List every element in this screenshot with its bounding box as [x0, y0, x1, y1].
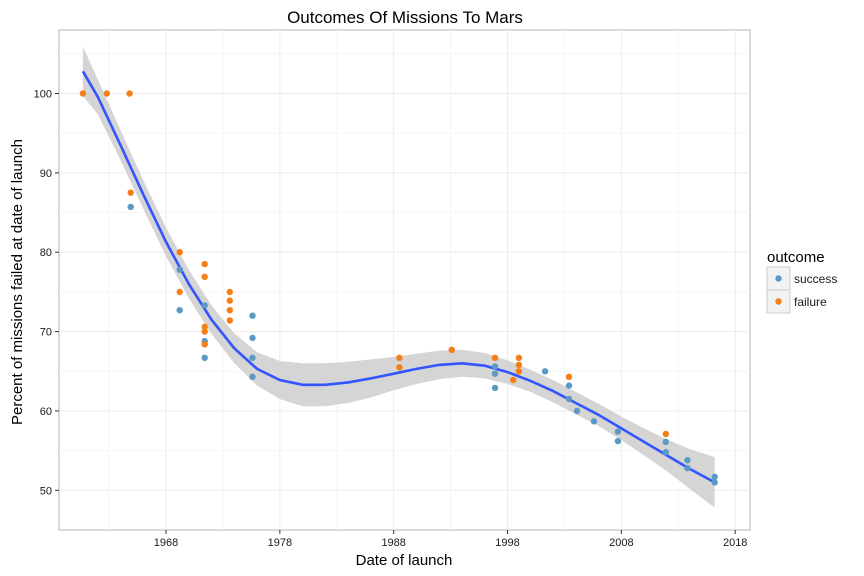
point-success: [541, 368, 549, 375]
legend-title: outcome: [767, 249, 825, 266]
x-tick-label: 2018: [723, 537, 747, 549]
point-success: [127, 203, 134, 211]
legend-swatch-success: [775, 275, 782, 282]
point-success: [662, 438, 669, 446]
x-axis-label: Date of launch: [356, 552, 453, 569]
point-failure: [226, 317, 233, 324]
point-failure: [226, 297, 233, 304]
major-gridlines: [59, 30, 750, 530]
x-axis: 1968 1978 1988 1998 2008 2018: [154, 530, 747, 549]
x-tick-label: 1998: [495, 537, 519, 549]
point-success: [614, 437, 622, 445]
y-tick-label: 90: [40, 168, 52, 180]
point-success: [565, 395, 573, 403]
point-success: [590, 418, 598, 425]
chart-title: Outcomes Of Missions To Mars: [287, 8, 523, 27]
point-failure: [201, 328, 208, 335]
point-failure: [201, 341, 208, 348]
y-tick-label: 80: [40, 247, 52, 259]
y-axis: 50 60 70 80 90 100: [34, 88, 59, 497]
point-success: [684, 464, 691, 472]
y-tick-label: 70: [40, 327, 52, 339]
point-failure: [565, 373, 573, 380]
point-success: [249, 334, 256, 342]
point-success: [662, 449, 669, 456]
point-failure: [79, 90, 87, 97]
point-success: [201, 354, 208, 361]
point-failure: [510, 376, 517, 384]
point-failure: [176, 249, 183, 256]
point-success: [491, 370, 499, 377]
point-success: [176, 307, 183, 314]
point-failure: [396, 364, 403, 371]
point-failure: [515, 361, 523, 369]
point-failure: [201, 260, 208, 268]
x-tick-label: 1968: [154, 537, 178, 549]
point-success: [573, 407, 581, 415]
point-failure: [448, 346, 455, 353]
point-failure: [127, 189, 134, 196]
legend-swatch-failure: [775, 298, 782, 305]
point-failure: [201, 323, 208, 330]
y-tick-label: 50: [40, 485, 52, 497]
x-tick-label: 1978: [268, 537, 292, 549]
point-failure: [396, 354, 403, 361]
legend: outcome success failure: [766, 249, 837, 314]
legend-label-success: success: [794, 272, 837, 286]
point-success: [711, 479, 718, 486]
points-layer: [79, 90, 718, 486]
point-failure: [126, 90, 133, 97]
point-success: [176, 266, 183, 273]
y-tick-label: 60: [40, 406, 52, 418]
point-success: [711, 473, 718, 480]
point-failure: [491, 354, 499, 361]
point-success: [684, 457, 691, 464]
point-success: [249, 373, 256, 380]
point-success: [565, 382, 573, 389]
y-axis-label: Percent of missions failed at date of la…: [9, 139, 26, 425]
legend-label-failure: failure: [794, 295, 827, 309]
point-success: [491, 363, 499, 370]
point-failure: [201, 273, 208, 280]
point-success: [249, 312, 256, 319]
point-success: [491, 384, 499, 392]
point-failure: [176, 288, 183, 296]
y-tick-label: 100: [34, 88, 52, 100]
point-failure: [226, 288, 233, 296]
point-failure: [515, 354, 523, 361]
point-failure: [662, 430, 669, 438]
point-success: [201, 302, 208, 309]
x-tick-label: 2008: [609, 537, 633, 549]
point-failure: [515, 368, 523, 375]
point-failure: [226, 307, 233, 314]
point-failure: [103, 90, 111, 97]
point-success: [614, 428, 622, 435]
x-tick-label: 1988: [381, 537, 405, 549]
point-success: [249, 354, 256, 361]
